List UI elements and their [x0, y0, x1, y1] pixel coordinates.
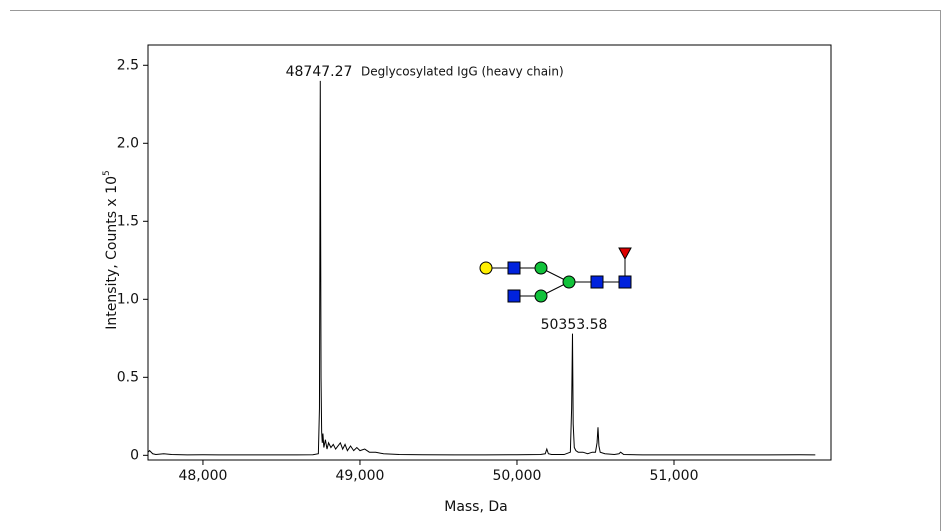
- y-tick-label: 1.5: [117, 213, 139, 229]
- y-tick-label: 1.0: [117, 291, 139, 307]
- annotation: Deglycosylated IgG (heavy chain): [361, 65, 564, 79]
- y-tick-label: 2.0: [117, 135, 139, 151]
- y-tick-label: 0.5: [117, 369, 139, 385]
- x-tick-label: 49,000: [335, 468, 384, 484]
- y-axis-label: Intensity, Counts x 105: [102, 170, 121, 329]
- peak-label: 48747.27: [286, 64, 353, 80]
- x-axis-label: Mass, Da: [444, 499, 508, 515]
- y-tick-label: 0: [130, 447, 139, 463]
- plot-frame: [147, 44, 832, 461]
- x-tick-label: 51,000: [649, 468, 698, 484]
- y-axis-label-exponent: 5: [102, 170, 112, 176]
- y-axis-label-text: Intensity, Counts x 10: [104, 176, 120, 330]
- y-tick-label: 2.5: [117, 57, 139, 73]
- x-tick-label: 50,000: [492, 468, 541, 484]
- spectrum-line: [147, 80, 816, 456]
- peak-label: 50353.58: [541, 317, 608, 333]
- glycan: [479, 247, 632, 303]
- x-tick-label: 48,000: [178, 468, 227, 484]
